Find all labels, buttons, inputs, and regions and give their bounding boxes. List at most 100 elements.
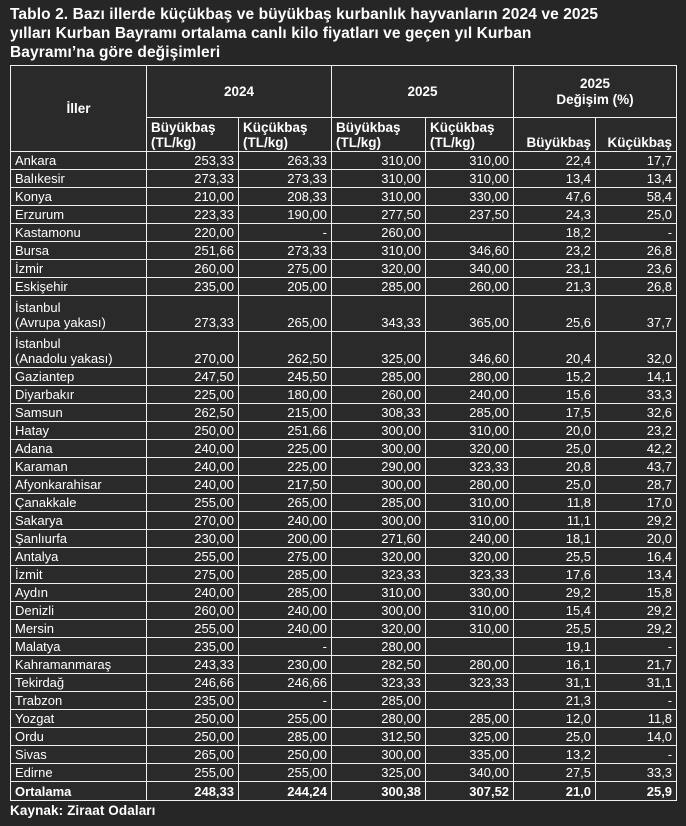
value-cell: 320,00 <box>331 259 427 278</box>
value-cell: 320,00 <box>331 547 427 566</box>
value-cell: 310,00 <box>425 169 515 188</box>
value-cell: 25,0 <box>513 475 597 494</box>
value-cell: 285,00 <box>237 565 333 584</box>
value-cell: 346,60 <box>425 241 515 260</box>
value-cell: 282,50 <box>331 655 427 674</box>
value-cell: 260,00 <box>331 223 427 242</box>
value-cell: 21,7 <box>595 655 678 674</box>
value-cell: 285,00 <box>331 691 427 710</box>
province-cell: Bursa <box>10 241 147 260</box>
value-cell: 29,2 <box>513 583 597 602</box>
value-cell: 23,1 <box>513 259 597 278</box>
value-cell: 270,00 <box>146 511 239 530</box>
value-cell: 243,33 <box>146 655 239 674</box>
table-row: Sakarya 270,00 240,00 300,00 310,00 11,1 29,2 <box>10 511 678 530</box>
value-cell: 23,2 <box>513 241 597 260</box>
col-header-change: 2025 Değişim (%) <box>513 65 678 118</box>
value-cell: 235,00 <box>146 637 239 656</box>
value-cell: 17,5 <box>513 403 597 422</box>
value-cell: 240,00 <box>237 601 333 620</box>
value-cell: 250,00 <box>146 421 239 440</box>
value-cell: 273,33 <box>237 241 333 260</box>
value-cell: 26,8 <box>595 241 678 260</box>
value-cell: 17,0 <box>595 493 678 512</box>
value-cell: 310,00 <box>425 151 515 170</box>
table-header: İller 2024 2025 2025 Değişim (%) Büyükba… <box>10 65 678 152</box>
value-cell: 230,00 <box>146 529 239 548</box>
value-cell: 300,00 <box>331 439 427 458</box>
value-cell: 310,00 <box>331 583 427 602</box>
value-cell: 29,2 <box>595 511 678 530</box>
value-cell: 300,00 <box>331 421 427 440</box>
value-cell: 17,7 <box>595 151 678 170</box>
table-row: Aydın 240,00 285,00 310,00 330,00 29,2 15,8 <box>10 583 678 602</box>
table-row: Adana 240,00 225,00 300,00 320,00 25,0 42,2 <box>10 439 678 458</box>
value-cell: 285,00 <box>237 583 333 602</box>
col-header-2025-buyukbas: Büyükbaş (TL/kg) <box>331 117 427 152</box>
value-cell: 285,00 <box>425 709 515 728</box>
value-cell: - <box>237 637 333 656</box>
value-cell: 320,00 <box>425 439 515 458</box>
value-cell: 285,00 <box>331 493 427 512</box>
table-row: Konya 210,00 208,33 310,00 330,00 47,6 58,4 <box>10 187 678 206</box>
value-cell: 220,00 <box>146 223 239 242</box>
value-cell: 320,00 <box>331 619 427 638</box>
province-cell: Konya <box>10 187 147 206</box>
province-cell: Hatay <box>10 421 147 440</box>
value-cell: 235,00 <box>146 691 239 710</box>
table-row: Malatya 235,00-280,00 19,1- <box>10 637 678 656</box>
value-cell: 235,00 <box>146 277 239 296</box>
value-cell: 310,00 <box>425 511 515 530</box>
value-cell: 225,00 <box>237 457 333 476</box>
value-cell: 13,4 <box>513 169 597 188</box>
value-cell: 335,00 <box>425 745 515 764</box>
value-cell: - <box>595 691 678 710</box>
value-cell: 25,5 <box>513 619 597 638</box>
province-cell: Eskişehir <box>10 277 147 296</box>
value-cell: 325,00 <box>425 727 515 746</box>
table-row: Ordu 250,00 285,00 312,50 325,00 25,0 14,0 <box>10 727 678 746</box>
value-cell: 29,2 <box>595 619 678 638</box>
value-cell: 25,0 <box>513 439 597 458</box>
table-row: İstanbul (Avrupa yakası) 273,33 265,00 343,… <box>10 295 678 332</box>
table-row: Edirne 255,00 255,00 325,00 340,00 27,5 33,3 <box>10 763 678 782</box>
value-cell: 310,00 <box>331 241 427 260</box>
value-cell: 255,00 <box>146 547 239 566</box>
value-cell: 180,00 <box>237 385 333 404</box>
province-cell: Ortalama <box>10 781 147 801</box>
value-cell: 275,00 <box>237 547 333 566</box>
value-cell: 42,2 <box>595 439 678 458</box>
value-cell: 240,00 <box>146 457 239 476</box>
value-cell: 215,00 <box>237 403 333 422</box>
value-cell: 25,5 <box>513 547 597 566</box>
value-cell: 205,00 <box>237 277 333 296</box>
province-cell: Denizli <box>10 601 147 620</box>
value-cell: 31,1 <box>595 673 678 692</box>
province-cell: Ordu <box>10 727 147 746</box>
value-cell: 260,00 <box>146 601 239 620</box>
value-cell: 246,66 <box>146 673 239 692</box>
value-cell: 15,8 <box>595 583 678 602</box>
value-cell: 323,33 <box>425 673 515 692</box>
value-cell: 20,0 <box>595 529 678 548</box>
value-cell: 15,4 <box>513 601 597 620</box>
table-row: Çanakkale 255,00 265,00 285,00 310,00 11,8 17,… <box>10 493 678 512</box>
value-cell: 250,00 <box>146 727 239 746</box>
value-cell: 290,00 <box>331 457 427 476</box>
value-cell: 23,6 <box>595 259 678 278</box>
province-cell: Şanlıurfa <box>10 529 147 548</box>
table-row: Mersin 255,00 240,00 320,00 310,00 25,5 29,2 <box>10 619 678 638</box>
value-cell: 16,4 <box>595 547 678 566</box>
value-cell: 13,4 <box>595 169 678 188</box>
table-row: İzmit 275,00 285,00 323,33 323,33 17,6 13,4 <box>10 565 678 584</box>
value-cell: 343,33 <box>331 295 427 332</box>
value-cell: - <box>595 637 678 656</box>
province-cell: Kastamonu <box>10 223 147 242</box>
value-cell: 300,38 <box>331 781 427 801</box>
value-cell: 260,00 <box>331 385 427 404</box>
province-cell: Antalya <box>10 547 147 566</box>
table-row: İzmir 260,00 275,00 320,00 340,00 23,1 23,6 <box>10 259 678 278</box>
value-cell: 251,66 <box>146 241 239 260</box>
value-cell: 273,33 <box>237 169 333 188</box>
value-cell: 240,00 <box>146 439 239 458</box>
